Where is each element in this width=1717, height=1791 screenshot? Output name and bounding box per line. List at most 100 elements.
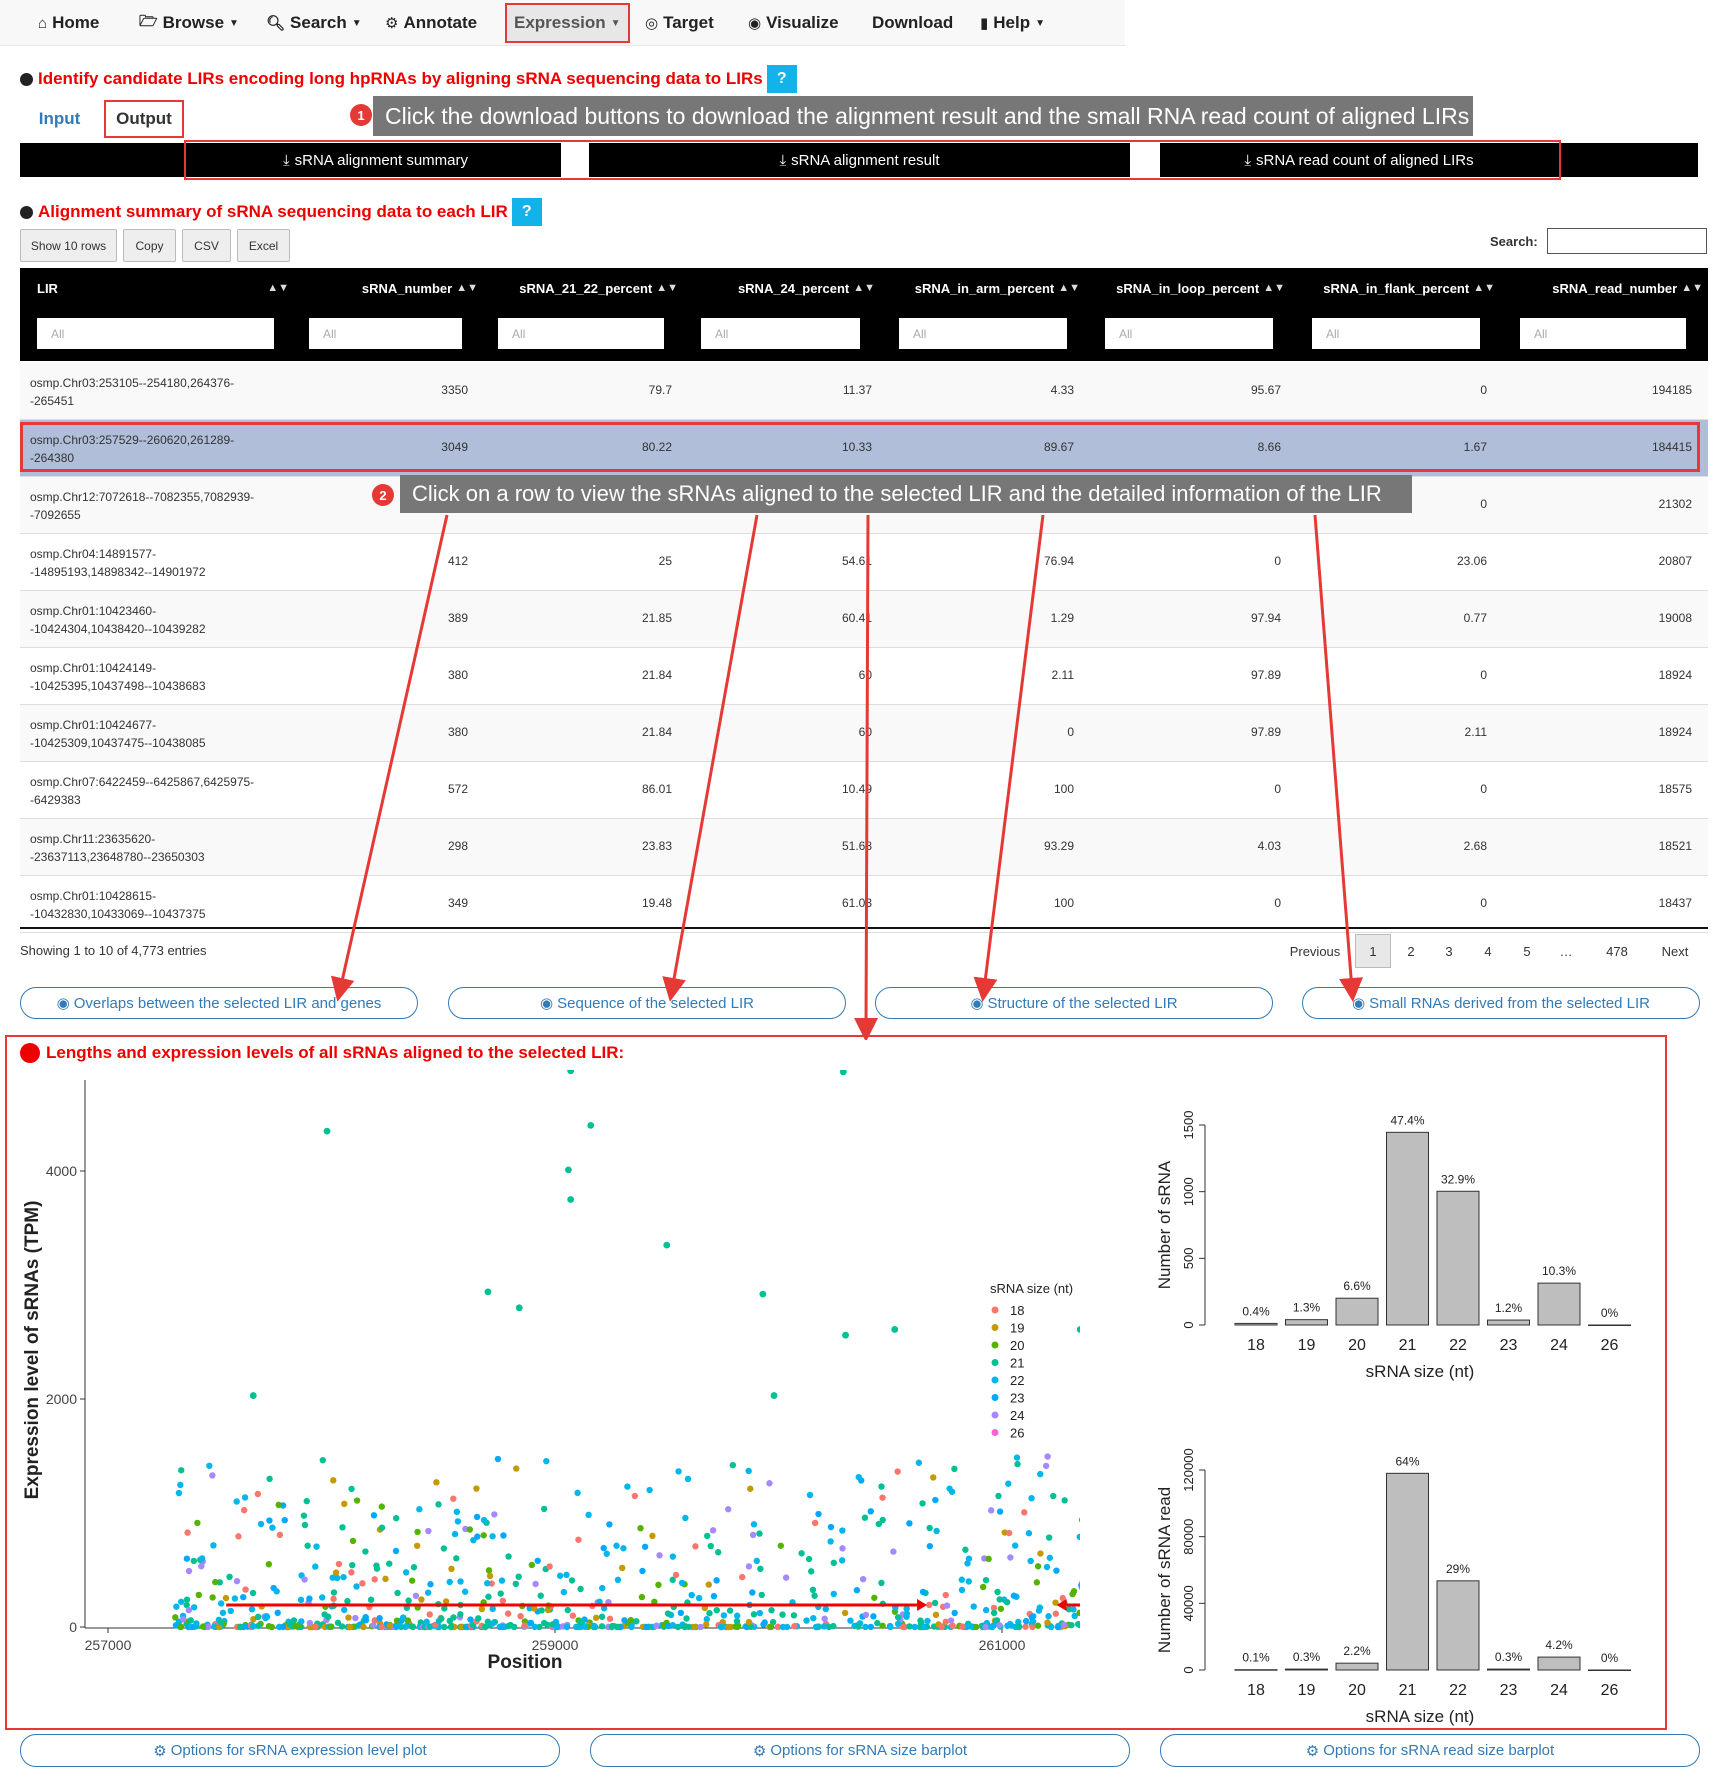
filter-lir[interactable]: All — [37, 318, 274, 349]
data-point — [453, 1508, 461, 1516]
view-sequence-button[interactable]: ◉ Sequence of the selected LIR — [448, 987, 846, 1019]
csv-button[interactable]: CSV — [182, 229, 231, 262]
nav-help[interactable]: ▮ Help ▼ — [980, 0, 1045, 46]
cell-lir-line: osmp.Chr12:7072618--7082355,7082939- — [30, 490, 255, 504]
filter-srna-flank[interactable]: All — [1312, 318, 1480, 349]
search-input[interactable] — [1547, 228, 1707, 254]
data-point — [943, 1602, 951, 1609]
x-tick-label: 26 — [1601, 1337, 1619, 1354]
data-point — [185, 1567, 193, 1575]
pagination-page-4[interactable]: 4 — [1484, 943, 1492, 959]
view-structure-button[interactable]: ◉ Structure of the selected LIR — [875, 987, 1273, 1019]
data-point — [306, 1619, 314, 1627]
pagination-next[interactable]: Next — [1661, 943, 1689, 959]
tab-input[interactable]: Input — [38, 109, 81, 128]
copy-button[interactable]: Copy — [123, 229, 176, 262]
pagination-page-2[interactable]: 2 — [1407, 943, 1415, 959]
data-point — [254, 1613, 262, 1621]
filter-srna-number[interactable]: All — [309, 318, 462, 349]
data-point — [996, 1622, 1003, 1629]
data-point — [1061, 1497, 1068, 1504]
table-row[interactable]: osmp.Chr01:10424149- -10425395,10437498--… — [20, 648, 1708, 705]
data-point — [979, 1583, 987, 1591]
data-point — [507, 1621, 514, 1629]
data-point — [1076, 1609, 1080, 1617]
data-point — [821, 1615, 828, 1622]
data-point — [867, 1623, 875, 1631]
data-point — [878, 1579, 885, 1587]
bar-percent-label: 0% — [1601, 1651, 1619, 1665]
pagination-page-1[interactable]: 1 — [1355, 934, 1391, 968]
tab-output[interactable]: Output — [104, 100, 184, 138]
filter-srna-21-22[interactable]: All — [498, 318, 664, 349]
cell-value: 184415 — [1651, 440, 1692, 454]
pagination-page-478[interactable]: 478 — [1606, 943, 1628, 959]
table-row[interactable]: osmp.Chr04:14891577- -14895193,14898342--… — [20, 534, 1708, 591]
nav-home[interactable]: ⌂ Home — [38, 0, 99, 46]
filter-srna-read[interactable]: All — [1520, 318, 1686, 349]
download-readcount-button[interactable]: ⤓ sRNA read count of aligned LIRs — [1160, 143, 1558, 177]
data-point — [685, 1623, 692, 1631]
options-size-barplot-button[interactable]: ⚙ Options for sRNA size barplot — [590, 1734, 1130, 1767]
pagination-page-3[interactable]: 3 — [1445, 943, 1453, 959]
data-point — [810, 1614, 817, 1622]
data-point — [697, 1623, 704, 1631]
col-srna-read[interactable]: sRNA_read_number ▲▼ — [1510, 268, 1703, 308]
data-point — [967, 1623, 975, 1630]
download-result-button[interactable]: ⤓ sRNA alignment result — [589, 143, 1130, 177]
cell-lir-line: osmp.Chr11:23635620- — [30, 832, 156, 846]
pagination-previous[interactable]: Previous — [1289, 943, 1341, 959]
data-point — [240, 1593, 247, 1601]
nav-browse[interactable]: 🗁 Browse ▼ — [139, 0, 239, 46]
cell-value: 95.67 — [1250, 383, 1281, 397]
options-expression-plot-button[interactable]: ⚙ Options for sRNA expression level plot — [20, 1734, 560, 1767]
table-row[interactable]: osmp.Chr01:10428615- -10432830,10433069--… — [20, 876, 1708, 933]
nav-visualize[interactable]: ◉ Visualize — [748, 0, 839, 46]
table-row[interactable]: osmp.Chr01:10424677- -10425309,10437475--… — [20, 705, 1708, 762]
data-point — [995, 1492, 1002, 1500]
nav-expression[interactable]: Expression ▼ — [505, 3, 630, 43]
table-row[interactable]: osmp.Chr11:23635620- -23637113,23648780--… — [20, 819, 1708, 876]
help-button[interactable]: ? — [511, 198, 542, 226]
nav-annotate[interactable]: ⚙ Annotate — [385, 0, 477, 46]
help-button[interactable]: ? — [766, 65, 797, 93]
col-srna-loop[interactable]: sRNA_in_loop_percent ▲▼ — [1095, 268, 1285, 308]
excel-button[interactable]: Excel — [237, 229, 290, 262]
options-read-barplot-button[interactable]: ⚙ Options for sRNA read size barplot — [1160, 1734, 1700, 1767]
data-point — [1054, 1623, 1062, 1631]
col-srna-number[interactable]: sRNA_number ▲▼ — [300, 268, 478, 308]
data-point — [330, 1589, 338, 1596]
view-small-rnas-button[interactable]: ◉ Small RNAs derived from the selected LI… — [1302, 987, 1700, 1019]
caret-down-icon: ▼ — [610, 17, 621, 29]
col-srna-flank[interactable]: sRNA_in_flank_percent ▲▼ — [1300, 268, 1495, 308]
nav-target[interactable]: ◎ Target — [645, 0, 714, 46]
data-point — [349, 1561, 356, 1569]
filter-srna-loop[interactable]: All — [1105, 318, 1273, 349]
data-point — [692, 1543, 699, 1550]
data-point — [606, 1521, 613, 1528]
data-point — [903, 1605, 910, 1612]
x-tick-label: 26 — [1601, 1682, 1619, 1699]
col-lir[interactable]: LIR ▲▼ — [37, 268, 289, 308]
table-row[interactable]: osmp.Chr03:257529--260620,261289- -264380… — [20, 420, 1708, 477]
data-point — [540, 1505, 548, 1513]
download-summary-button[interactable]: ⤓ sRNA alignment summary — [190, 143, 561, 177]
nav-search[interactable]: 🔍︎ Search ▼ — [266, 0, 362, 46]
data-point — [1034, 1622, 1042, 1629]
data-point — [839, 1527, 846, 1534]
show-rows-button[interactable]: Show 10 rows — [20, 229, 117, 262]
table-row[interactable]: osmp.Chr03:253105--254180,264376- -265451… — [20, 363, 1708, 420]
col-srna-24[interactable]: sRNA_24_percent ▲▼ — [690, 268, 875, 308]
table-row[interactable]: osmp.Chr01:10423460- -10424304,10438420--… — [20, 591, 1708, 648]
nav-download[interactable]: Download — [872, 0, 953, 46]
data-point — [556, 1572, 564, 1579]
filter-srna-arm[interactable]: All — [899, 318, 1067, 349]
filter-srna-24[interactable]: All — [701, 318, 860, 349]
col-srna-arm[interactable]: sRNA_in_arm_percent ▲▼ — [890, 268, 1080, 308]
data-point — [546, 1563, 553, 1570]
data-point — [255, 1622, 262, 1630]
table-row[interactable]: osmp.Chr07:6422459--6425867,6425975- -642… — [20, 762, 1708, 819]
data-point — [254, 1490, 262, 1498]
col-srna-21-22[interactable]: sRNA_21_22_percent ▲▼ — [490, 268, 678, 308]
cell-value: 19.48 — [641, 896, 672, 910]
